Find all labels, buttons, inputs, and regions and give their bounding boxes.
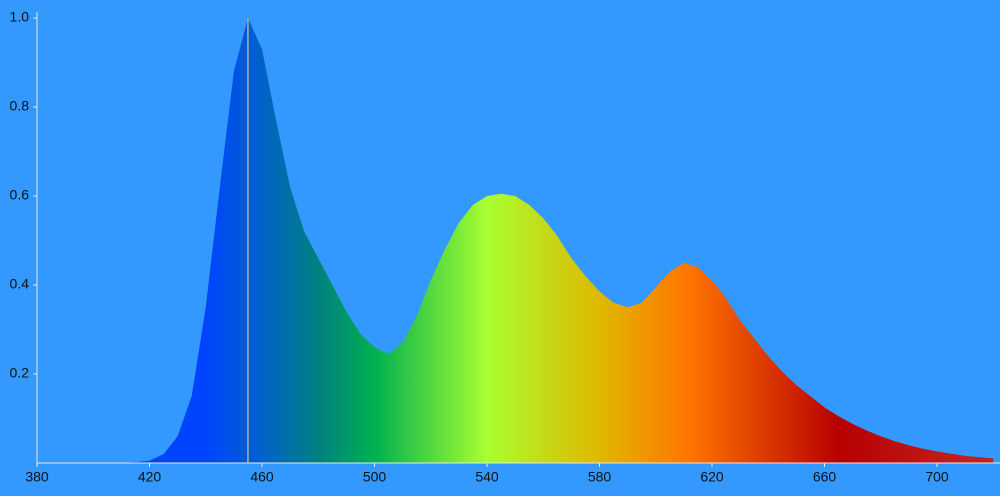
y-tick-label: 0.6	[10, 187, 30, 203]
y-tick-label: 1.0	[10, 9, 30, 25]
y-tick-label: 0.8	[10, 98, 30, 114]
x-tick-label: 580	[588, 469, 612, 485]
spectrum-area	[121, 18, 994, 463]
y-tick-label: 0.2	[10, 365, 30, 381]
x-tick-label: 420	[138, 469, 162, 485]
x-tick-label: 380	[25, 469, 49, 485]
y-tick-label: 0.4	[10, 276, 30, 292]
x-tick-label: 540	[475, 469, 499, 485]
x-tick-label: 620	[700, 469, 724, 485]
x-tick-label: 660	[813, 469, 837, 485]
x-tick-label: 460	[250, 469, 274, 485]
x-tick-label: 500	[363, 469, 387, 485]
x-tick-label: 700	[925, 469, 949, 485]
